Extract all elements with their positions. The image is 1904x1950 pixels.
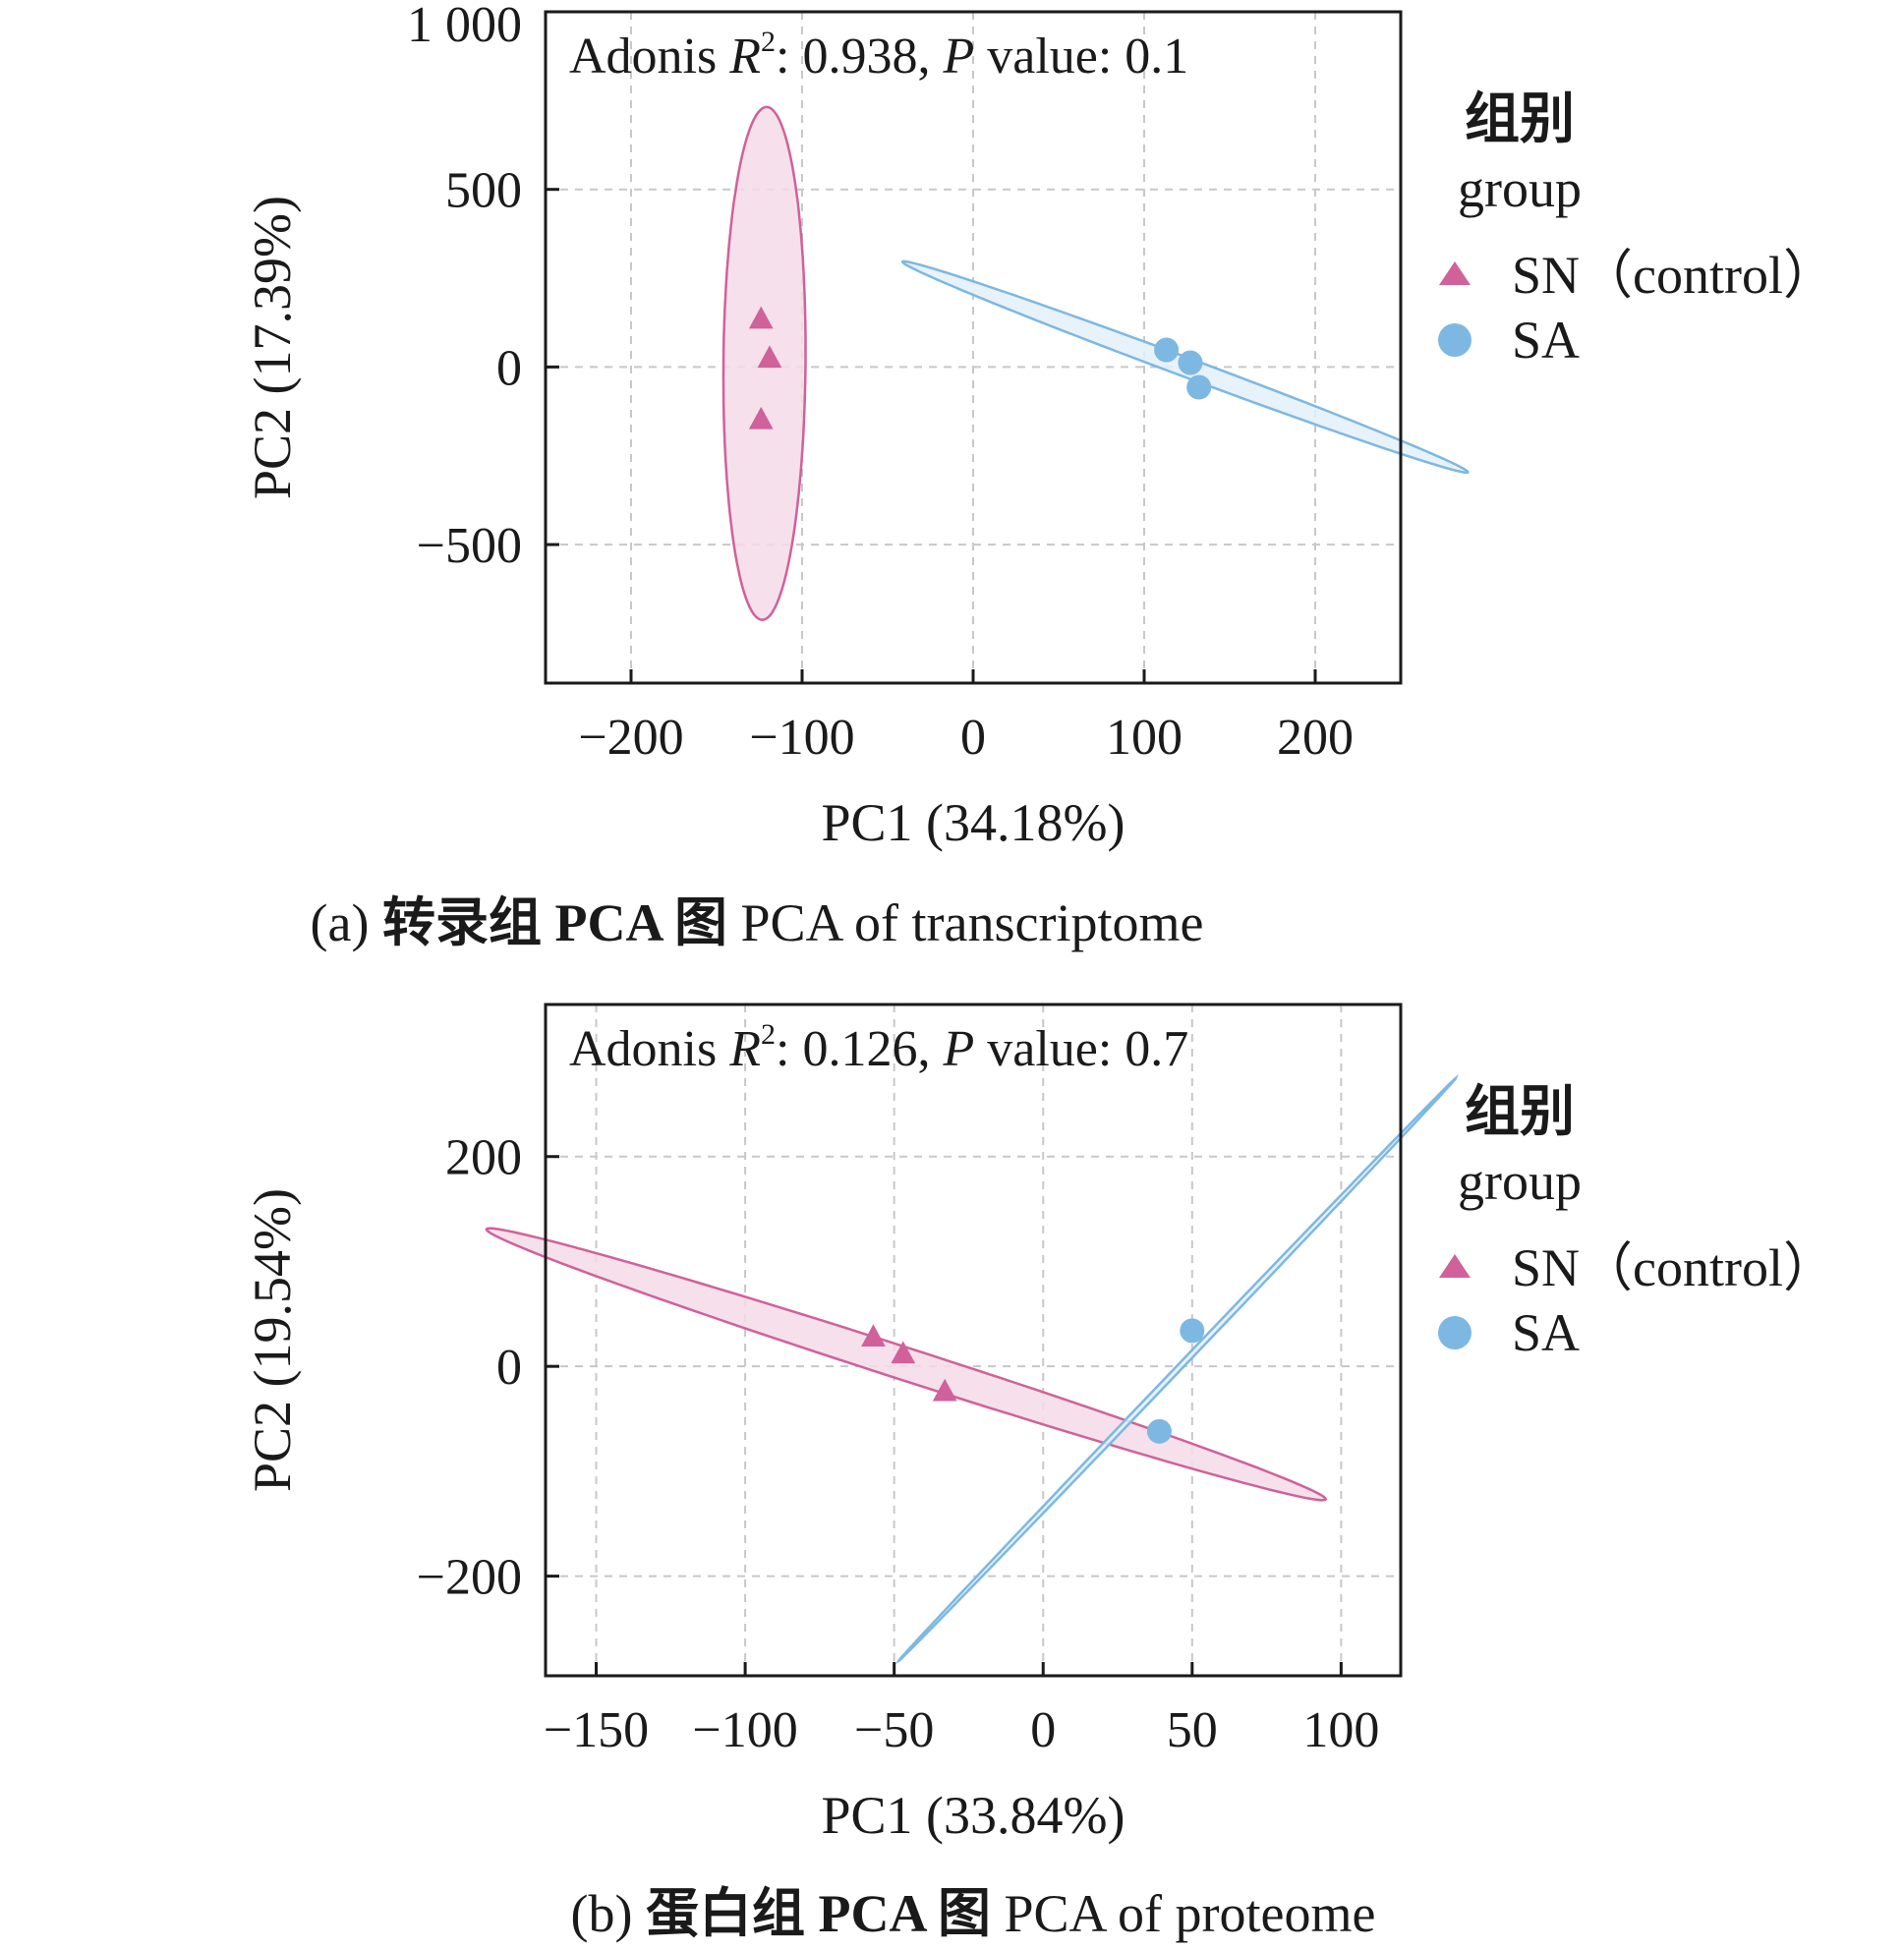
data-point-triangle (757, 345, 782, 369)
data-point-triangle (932, 1378, 957, 1402)
legend-triangle-icon (1439, 1254, 1471, 1278)
y-axis-label: PC2 (17.39%) (243, 196, 302, 499)
x-tick-label: 50 (1167, 1702, 1218, 1758)
x-tick-label: −100 (692, 1702, 797, 1758)
legend-title: 组别 (1465, 1082, 1575, 1143)
legend: 组别 group SN（control） SA (1438, 1082, 1836, 1362)
legend-triangle-icon (1439, 261, 1471, 285)
plot-frame (544, 1003, 1403, 1678)
x-tick-label: −100 (749, 710, 854, 766)
confidence-ellipse (485, 1227, 1328, 1502)
x-tick-label: 200 (1277, 710, 1354, 766)
data-point-triangle (748, 306, 774, 329)
confidence-ellipse (895, 1074, 1459, 1664)
adonis-annotation: Adonis R2: 0.126, P value: 0.7 (569, 1018, 1188, 1077)
y-tick-label: 0 (496, 340, 522, 396)
data-point-triangle (891, 1341, 916, 1364)
x-tick-label: 100 (1106, 710, 1183, 766)
legend-entry: SA (1512, 311, 1580, 370)
legend-subtitle: group (1458, 1152, 1582, 1211)
plot-frame (544, 10, 1403, 685)
legend-title: 组别 (1465, 89, 1575, 150)
y-tick-label: −200 (417, 1550, 522, 1606)
x-tick-label: −50 (854, 1702, 934, 1758)
legend: 组别 group SN（control） SA (1438, 89, 1836, 370)
legend-circle-icon (1438, 1316, 1471, 1349)
panel-caption: (a) 转录组 PCA 图 PCA of transcriptome (311, 893, 1204, 952)
legend-entry: SN（control） (1512, 1238, 1836, 1297)
data-point-circle (1146, 1418, 1172, 1444)
data-point-circle (1154, 337, 1180, 363)
y-tick-label: 1 000 (407, 0, 522, 53)
legend-circle-icon (1438, 323, 1471, 357)
legend-subtitle: group (1458, 159, 1582, 218)
adonis-annotation: Adonis R2: 0.938, P value: 0.1 (569, 26, 1188, 85)
y-tick-label: 200 (445, 1130, 522, 1186)
x-tick-label: 0 (1030, 1702, 1056, 1758)
pca-panel-b: −150 −100 −50 0 50 100 −200 0 200 PC1 (33.84%) PC2… (243, 1003, 1836, 1943)
x-tick-label: −200 (578, 710, 683, 766)
x-tick-label: 0 (960, 710, 986, 766)
data-point-circle (1180, 1318, 1205, 1344)
y-tick-label: 500 (445, 163, 522, 219)
x-tick-label: −150 (544, 1702, 649, 1758)
data-point-circle (1186, 374, 1212, 400)
data-point-circle (1178, 350, 1203, 375)
legend-entry: SA (1512, 1303, 1580, 1362)
data-point-triangle (861, 1324, 886, 1348)
x-axis-label: PC1 (33.84%) (822, 1786, 1125, 1845)
legend-entry: SN（control） (1512, 246, 1836, 305)
data-point-triangle (748, 406, 774, 430)
x-axis-label: PC1 (34.18%) (822, 793, 1125, 852)
y-axis-label: PC2 (19.54%) (243, 1188, 302, 1492)
y-tick-label: 0 (496, 1340, 522, 1396)
y-tick-label: −500 (417, 518, 522, 574)
panel-caption: (b) 蛋白组 PCA 图 PCA of proteome (571, 1884, 1376, 1943)
x-tick-label: 100 (1302, 1702, 1379, 1758)
